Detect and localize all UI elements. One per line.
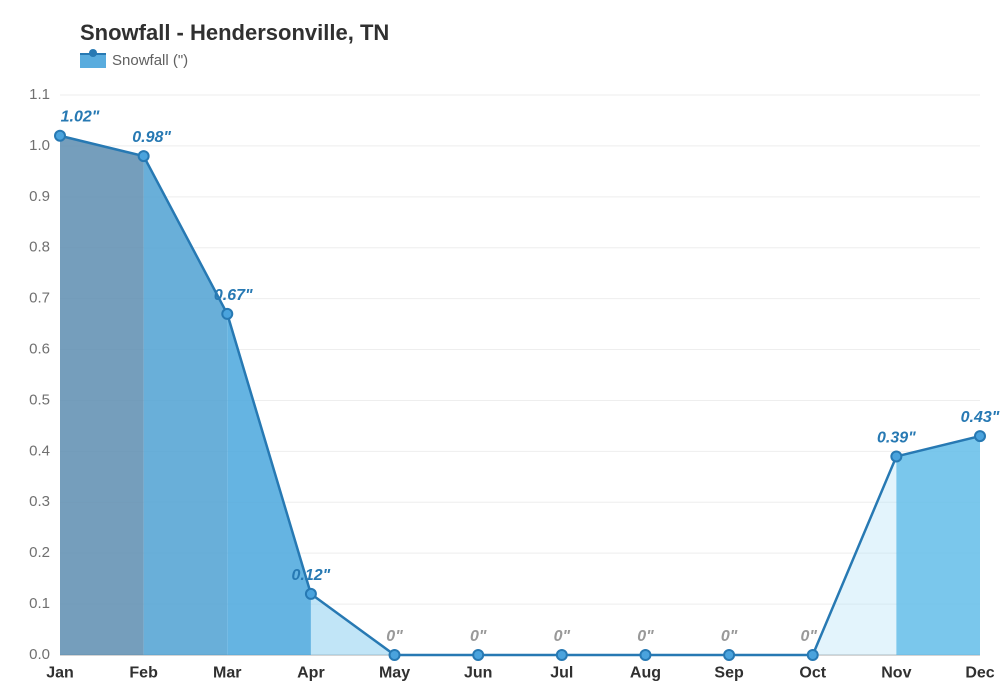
data-point xyxy=(891,451,901,461)
value-label: 0.67" xyxy=(214,287,253,304)
snowfall-chart: 0.0 0.1 0.2 0.3 0.4 0.5 0.6 0.7 0.8 0.9 1.0 1.1 Jan F… xyxy=(0,0,1000,700)
y-tick-label: 1.1 xyxy=(29,86,50,103)
x-tick-label: Jul xyxy=(550,664,573,681)
y-tick-label: 0.5 xyxy=(29,391,50,408)
data-point xyxy=(222,309,232,319)
value-label: 1.02" xyxy=(61,109,100,126)
value-label: 0" xyxy=(637,628,654,645)
value-label: 0" xyxy=(721,628,738,645)
y-tick-label: 0.2 xyxy=(29,544,50,561)
y-tick-label: 0.1 xyxy=(29,595,50,612)
value-label: 0" xyxy=(470,628,487,645)
value-label: 0" xyxy=(386,628,403,645)
value-label: 0.39" xyxy=(877,429,916,446)
y-tick-label: 0.4 xyxy=(29,442,50,459)
data-point xyxy=(390,650,400,660)
data-point xyxy=(975,431,985,441)
value-label: 0.43" xyxy=(961,409,1000,426)
y-tick-label: 0.9 xyxy=(29,188,50,205)
x-tick-label: Dec xyxy=(965,664,994,681)
x-tick-label: Sep xyxy=(714,664,744,681)
x-tick-label: Aug xyxy=(630,664,661,681)
x-tick-label: Jan xyxy=(46,664,74,681)
x-tick-label: Jun xyxy=(464,664,492,681)
y-tick-label: 0.8 xyxy=(29,239,50,256)
data-point xyxy=(557,650,567,660)
y-tick-label: 0.6 xyxy=(29,341,50,358)
data-point xyxy=(139,151,149,161)
y-tick-label: 0.7 xyxy=(29,290,50,307)
value-label: 0.98" xyxy=(132,129,171,146)
value-label: 0" xyxy=(554,628,571,645)
data-point xyxy=(808,650,818,660)
x-tick-label: Oct xyxy=(799,664,826,681)
y-tick-label: 0.3 xyxy=(29,493,50,510)
y-tick-label: 1.0 xyxy=(29,137,50,154)
data-point xyxy=(640,650,650,660)
x-tick-label: May xyxy=(379,664,410,681)
area-base xyxy=(60,136,980,655)
data-point xyxy=(55,131,65,141)
value-label: 0.12" xyxy=(292,567,331,584)
x-tick-label: Mar xyxy=(213,664,241,681)
x-tick-label: Nov xyxy=(881,664,911,681)
data-point xyxy=(724,650,734,660)
data-point xyxy=(473,650,483,660)
y-tick-label: 0.0 xyxy=(29,646,50,663)
data-point xyxy=(306,589,316,599)
x-tick-label: Feb xyxy=(129,664,158,681)
value-label: 0" xyxy=(800,628,817,645)
x-tick-label: Apr xyxy=(297,664,325,681)
